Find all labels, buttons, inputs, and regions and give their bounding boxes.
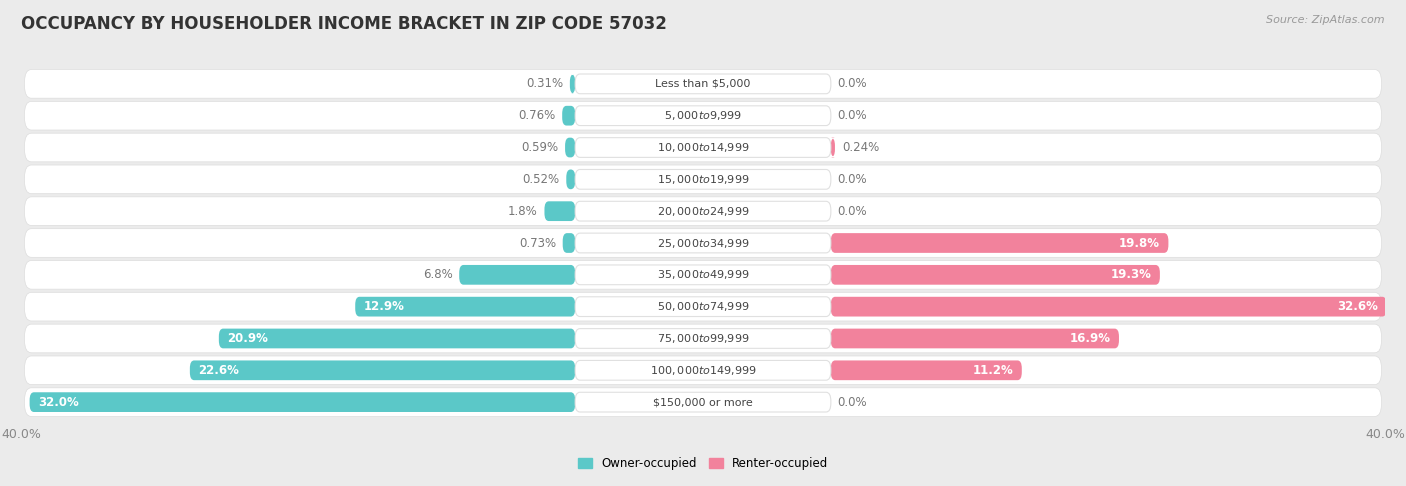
FancyBboxPatch shape: [831, 297, 1386, 316]
FancyBboxPatch shape: [569, 74, 575, 94]
FancyBboxPatch shape: [831, 361, 1022, 380]
FancyBboxPatch shape: [24, 165, 1382, 193]
FancyBboxPatch shape: [24, 293, 1382, 321]
Text: $5,000 to $9,999: $5,000 to $9,999: [664, 109, 742, 122]
Text: 19.8%: 19.8%: [1119, 237, 1160, 249]
FancyBboxPatch shape: [831, 233, 1168, 253]
Text: 32.0%: 32.0%: [38, 396, 79, 409]
FancyBboxPatch shape: [575, 106, 831, 125]
Text: 0.31%: 0.31%: [526, 77, 562, 90]
FancyBboxPatch shape: [831, 329, 1119, 348]
Text: 0.76%: 0.76%: [519, 109, 555, 122]
FancyBboxPatch shape: [24, 356, 1382, 384]
FancyBboxPatch shape: [575, 138, 831, 157]
Text: $10,000 to $14,999: $10,000 to $14,999: [657, 141, 749, 154]
Text: $20,000 to $24,999: $20,000 to $24,999: [657, 205, 749, 218]
Text: $150,000 or more: $150,000 or more: [654, 397, 752, 407]
Text: $50,000 to $74,999: $50,000 to $74,999: [657, 300, 749, 313]
Text: 0.0%: 0.0%: [838, 77, 868, 90]
FancyBboxPatch shape: [575, 233, 831, 253]
FancyBboxPatch shape: [30, 392, 575, 412]
Text: $15,000 to $19,999: $15,000 to $19,999: [657, 173, 749, 186]
Text: 6.8%: 6.8%: [423, 268, 453, 281]
FancyBboxPatch shape: [24, 388, 1382, 417]
Text: 0.0%: 0.0%: [838, 109, 868, 122]
FancyBboxPatch shape: [24, 102, 1382, 130]
FancyBboxPatch shape: [575, 361, 831, 380]
FancyBboxPatch shape: [575, 297, 831, 316]
FancyBboxPatch shape: [575, 392, 831, 412]
Text: 0.0%: 0.0%: [838, 205, 868, 218]
Text: $100,000 to $149,999: $100,000 to $149,999: [650, 364, 756, 377]
FancyBboxPatch shape: [575, 74, 831, 94]
FancyBboxPatch shape: [356, 297, 575, 316]
Text: 11.2%: 11.2%: [973, 364, 1014, 377]
FancyBboxPatch shape: [24, 197, 1382, 226]
FancyBboxPatch shape: [575, 329, 831, 348]
FancyBboxPatch shape: [24, 229, 1382, 257]
FancyBboxPatch shape: [544, 201, 575, 221]
Text: 19.3%: 19.3%: [1111, 268, 1152, 281]
Text: 20.9%: 20.9%: [228, 332, 269, 345]
Text: 0.52%: 0.52%: [523, 173, 560, 186]
FancyBboxPatch shape: [831, 265, 1160, 285]
FancyBboxPatch shape: [562, 233, 575, 253]
Text: 0.59%: 0.59%: [522, 141, 558, 154]
FancyBboxPatch shape: [831, 138, 835, 157]
FancyBboxPatch shape: [460, 265, 575, 285]
Text: $25,000 to $34,999: $25,000 to $34,999: [657, 237, 749, 249]
Text: 16.9%: 16.9%: [1070, 332, 1111, 345]
FancyBboxPatch shape: [24, 69, 1382, 98]
Text: 22.6%: 22.6%: [198, 364, 239, 377]
FancyBboxPatch shape: [575, 170, 831, 189]
FancyBboxPatch shape: [24, 260, 1382, 289]
Text: $35,000 to $49,999: $35,000 to $49,999: [657, 268, 749, 281]
Text: 0.0%: 0.0%: [838, 396, 868, 409]
FancyBboxPatch shape: [219, 329, 575, 348]
FancyBboxPatch shape: [190, 361, 575, 380]
FancyBboxPatch shape: [24, 324, 1382, 353]
Text: $75,000 to $99,999: $75,000 to $99,999: [657, 332, 749, 345]
Text: 0.0%: 0.0%: [838, 173, 868, 186]
Text: 0.73%: 0.73%: [519, 237, 555, 249]
FancyBboxPatch shape: [24, 133, 1382, 162]
Text: 12.9%: 12.9%: [364, 300, 405, 313]
Text: OCCUPANCY BY HOUSEHOLDER INCOME BRACKET IN ZIP CODE 57032: OCCUPANCY BY HOUSEHOLDER INCOME BRACKET …: [21, 15, 666, 33]
FancyBboxPatch shape: [562, 106, 575, 125]
FancyBboxPatch shape: [567, 170, 575, 189]
Legend: Owner-occupied, Renter-occupied: Owner-occupied, Renter-occupied: [572, 452, 834, 474]
Text: 1.8%: 1.8%: [508, 205, 537, 218]
FancyBboxPatch shape: [565, 138, 575, 157]
FancyBboxPatch shape: [575, 265, 831, 285]
Text: Less than $5,000: Less than $5,000: [655, 79, 751, 89]
FancyBboxPatch shape: [575, 201, 831, 221]
Text: 32.6%: 32.6%: [1337, 300, 1378, 313]
Text: 0.24%: 0.24%: [842, 141, 879, 154]
Text: Source: ZipAtlas.com: Source: ZipAtlas.com: [1267, 15, 1385, 25]
